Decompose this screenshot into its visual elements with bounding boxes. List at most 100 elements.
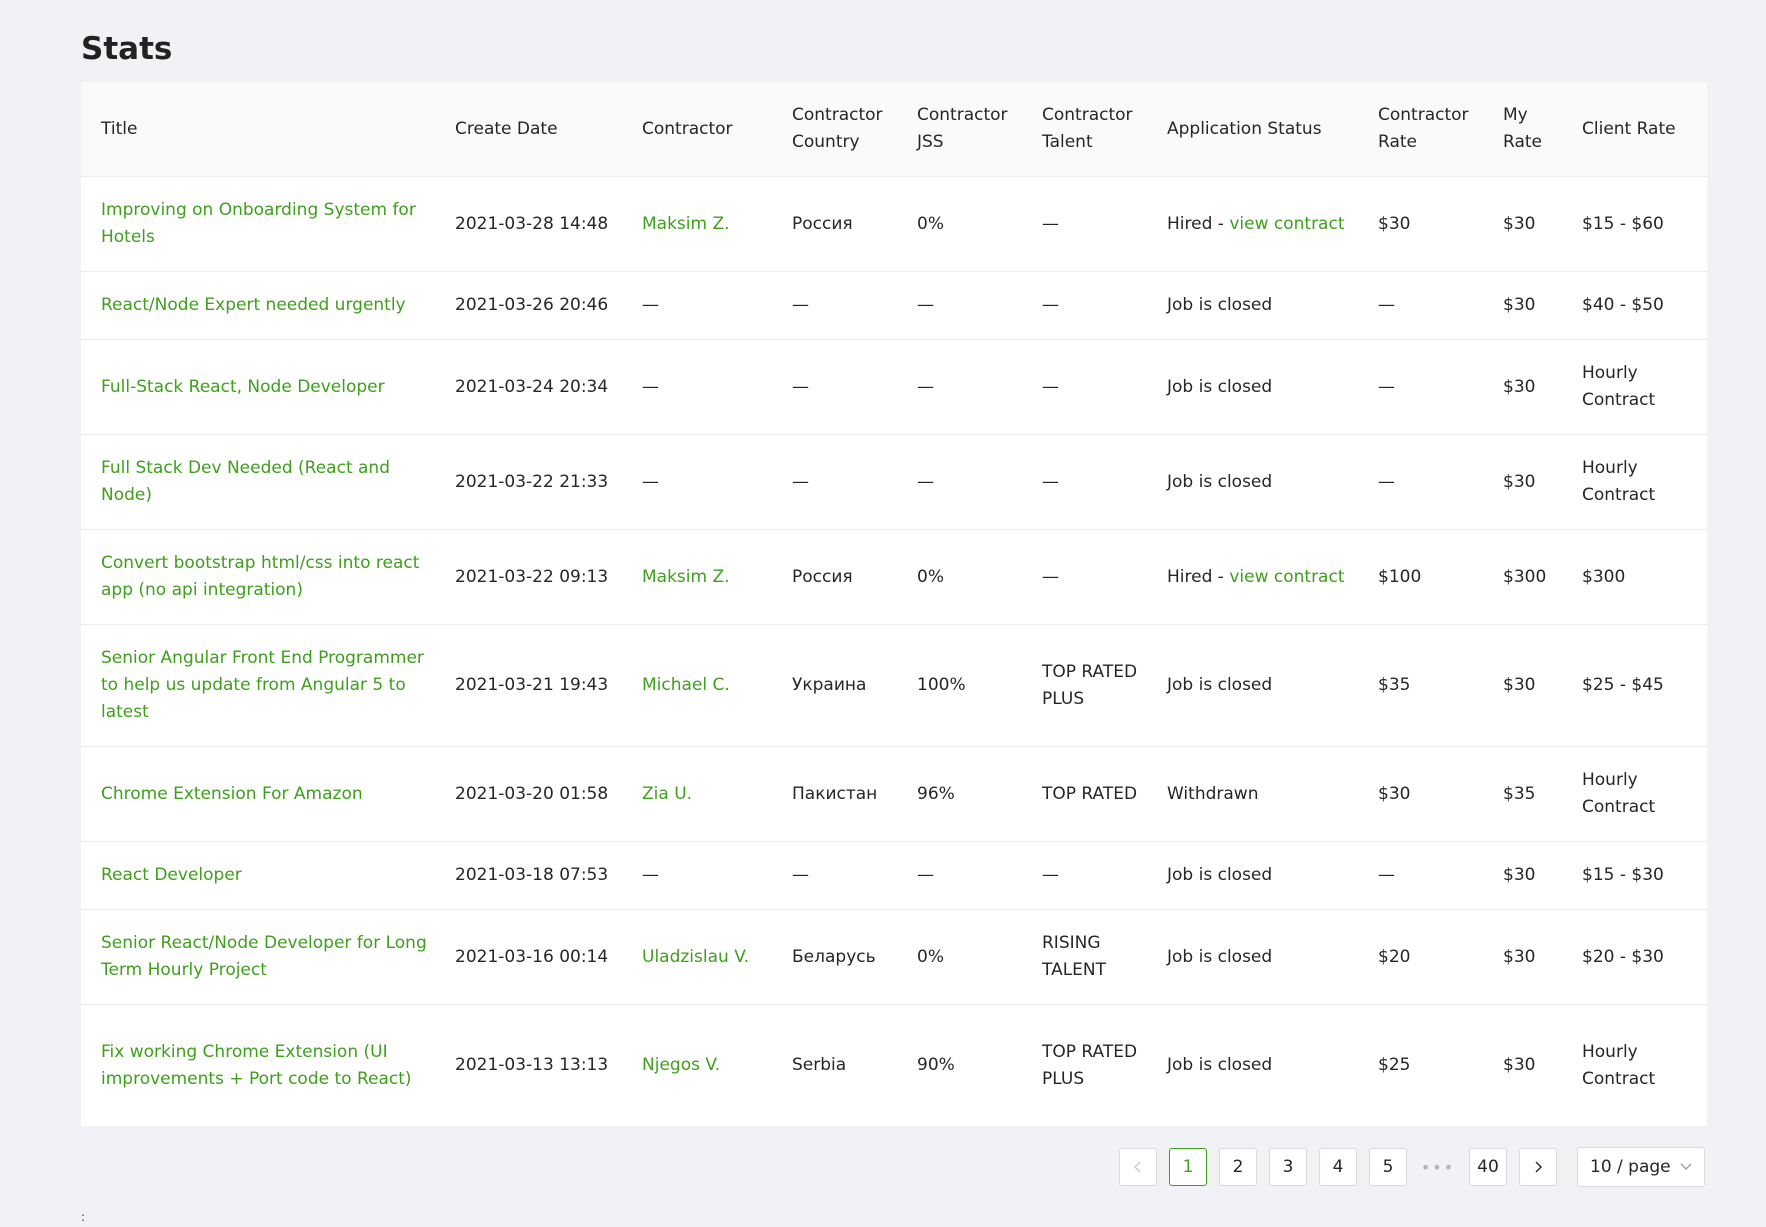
job-title-link[interactable]: Chrome Extension For Amazon <box>101 783 363 804</box>
table-cell: — <box>622 434 772 530</box>
view-contract-link[interactable]: view contract <box>1229 213 1345 234</box>
contractor-jss: 0% <box>917 946 944 967</box>
table-cell: $30 <box>1483 624 1562 747</box>
application-status: Job is closed <box>1167 946 1273 967</box>
page-button[interactable]: 5 <box>1369 1148 1407 1186</box>
job-title-link[interactable]: Senior React/Node Developer for Long Ter… <box>101 933 427 980</box>
table-cell: Hired - view contract <box>1147 529 1358 625</box>
table-cell: $30 <box>1483 909 1562 1005</box>
prev-page-button[interactable] <box>1119 1148 1157 1186</box>
table-cell: — <box>622 841 772 910</box>
table-cell: — <box>1022 529 1147 625</box>
table-cell: — <box>1358 271 1483 340</box>
table-cell: — <box>1358 339 1483 435</box>
my-rate: $30 <box>1503 865 1536 885</box>
table-cell: Withdrawn <box>1147 746 1358 842</box>
table-cell: 2021-03-24 20:34 <box>435 339 622 435</box>
job-title-link[interactable]: React Developer <box>101 865 242 885</box>
table-cell: Job is closed <box>1147 339 1358 435</box>
job-title-link[interactable]: React/Node Expert needed urgently <box>101 295 406 315</box>
application-status: Job is closed <box>1167 376 1273 397</box>
table-cell: 96% <box>897 746 1022 842</box>
contractor-country: Россия <box>792 566 853 587</box>
contractor-country: — <box>792 471 809 492</box>
table-cell: Job is closed <box>1147 624 1358 747</box>
table-cell: — <box>1022 339 1147 435</box>
page-size-value: 10 / page <box>1590 1157 1671 1177</box>
contractor-rate: $25 <box>1378 1055 1411 1075</box>
column-header: Contractor <box>622 82 772 177</box>
table-cell: — <box>1022 271 1147 340</box>
pagination-ellipsis[interactable]: ••• <box>1420 1157 1456 1177</box>
job-title-link[interactable]: Convert bootstrap html/css into react ap… <box>101 553 420 600</box>
table-cell: $30 <box>1358 746 1483 842</box>
page-button[interactable]: 2 <box>1219 1148 1257 1186</box>
contractor-talent: TOP RATED <box>1042 783 1138 804</box>
contractor-link[interactable]: Maksim Z. <box>642 213 730 234</box>
contractor-jss: 90% <box>917 1055 955 1075</box>
job-title-link[interactable]: Senior Angular Front End Programmer to h… <box>101 648 424 722</box>
last-page-button[interactable]: 40 <box>1469 1148 1507 1186</box>
job-title-link[interactable]: Improving on Onboarding System for Hotel… <box>101 200 416 247</box>
table-cell: Job is closed <box>1147 841 1358 910</box>
table-cell: Job is closed <box>1147 909 1358 1005</box>
application-status: Job is closed <box>1167 1055 1273 1075</box>
page-title: Stats <box>81 31 173 67</box>
application-status: Job is closed <box>1167 471 1273 492</box>
contractor-link[interactable]: Michael C. <box>642 675 730 695</box>
view-contract-link[interactable]: view contract <box>1229 566 1345 587</box>
table-cell: Job is closed <box>1147 1005 1358 1127</box>
page-button[interactable]: 1 <box>1169 1148 1207 1186</box>
contractor-rate: $30 <box>1378 213 1411 234</box>
contractor-jss: 96% <box>917 783 955 804</box>
table-cell: $30 <box>1483 1005 1562 1127</box>
chevron-down-icon <box>1680 1160 1692 1174</box>
table-cell: 2021-03-22 21:33 <box>435 434 622 530</box>
contractor-jss: — <box>917 471 934 492</box>
contractor-link[interactable]: Maksim Z. <box>642 566 730 587</box>
create-date: 2021-03-26 20:46 <box>455 295 609 315</box>
table-cell: $100 <box>1358 529 1483 625</box>
job-title-link[interactable]: Full-Stack React, Node Developer <box>101 376 385 397</box>
table-cell: 2021-03-18 07:53 <box>435 841 622 910</box>
contractor-talent: TOP RATED PLUS <box>1042 1041 1138 1089</box>
page-size-select[interactable]: 10 / page <box>1577 1147 1705 1187</box>
table-cell: $15 - $30 <box>1562 841 1707 910</box>
table-cell: TOP RATED <box>1022 746 1147 842</box>
client-rate: Hourly Contract <box>1582 1041 1656 1089</box>
page-button[interactable]: 3 <box>1269 1148 1307 1186</box>
create-date: 2021-03-21 19:43 <box>455 675 609 695</box>
table-cell: — <box>772 841 897 910</box>
contractor-country: Беларусь <box>792 946 876 967</box>
page-button[interactable]: 4 <box>1319 1148 1357 1186</box>
table-cell: $30 <box>1483 176 1562 272</box>
table-cell: — <box>897 434 1022 530</box>
contractor-link[interactable]: Zia U. <box>642 783 693 804</box>
table-cell: $40 - $50 <box>1562 271 1707 340</box>
table-row: Full-Stack React, Node Developer 2021-03-… <box>81 339 1707 435</box>
column-header: Client Rate <box>1562 82 1707 177</box>
contractor-link[interactable]: Uladzislau V. <box>642 946 750 967</box>
contractor-name: — <box>642 471 659 492</box>
chevron-left-icon <box>1134 1161 1141 1173</box>
table-cell: Convert bootstrap html/css into react ap… <box>81 529 435 625</box>
job-title-link[interactable]: Fix working Chrome Extension (UI improve… <box>101 1041 412 1089</box>
table-cell: $30 <box>1483 271 1562 340</box>
table-cell: $30 <box>1483 841 1562 910</box>
table-cell: Maksim Z. <box>622 529 772 625</box>
contractor-rate: — <box>1378 865 1395 885</box>
column-header: Title <box>81 82 435 177</box>
footer-dots: : <box>81 1210 86 1224</box>
application-status: Withdrawn <box>1167 783 1259 804</box>
table-cell: — <box>1022 176 1147 272</box>
table-cell: $300 <box>1562 529 1707 625</box>
column-header: My Rate <box>1483 82 1562 177</box>
table-cell: $20 - $30 <box>1562 909 1707 1005</box>
contractor-name: — <box>642 295 659 315</box>
job-title-link[interactable]: Full Stack Dev Needed (React and Node) <box>101 458 390 505</box>
table-cell: 100% <box>897 624 1022 747</box>
contractor-talent: — <box>1042 213 1059 234</box>
next-page-button[interactable] <box>1519 1148 1557 1186</box>
contractor-jss: — <box>917 295 934 315</box>
contractor-link[interactable]: Njegos V. <box>642 1055 721 1075</box>
